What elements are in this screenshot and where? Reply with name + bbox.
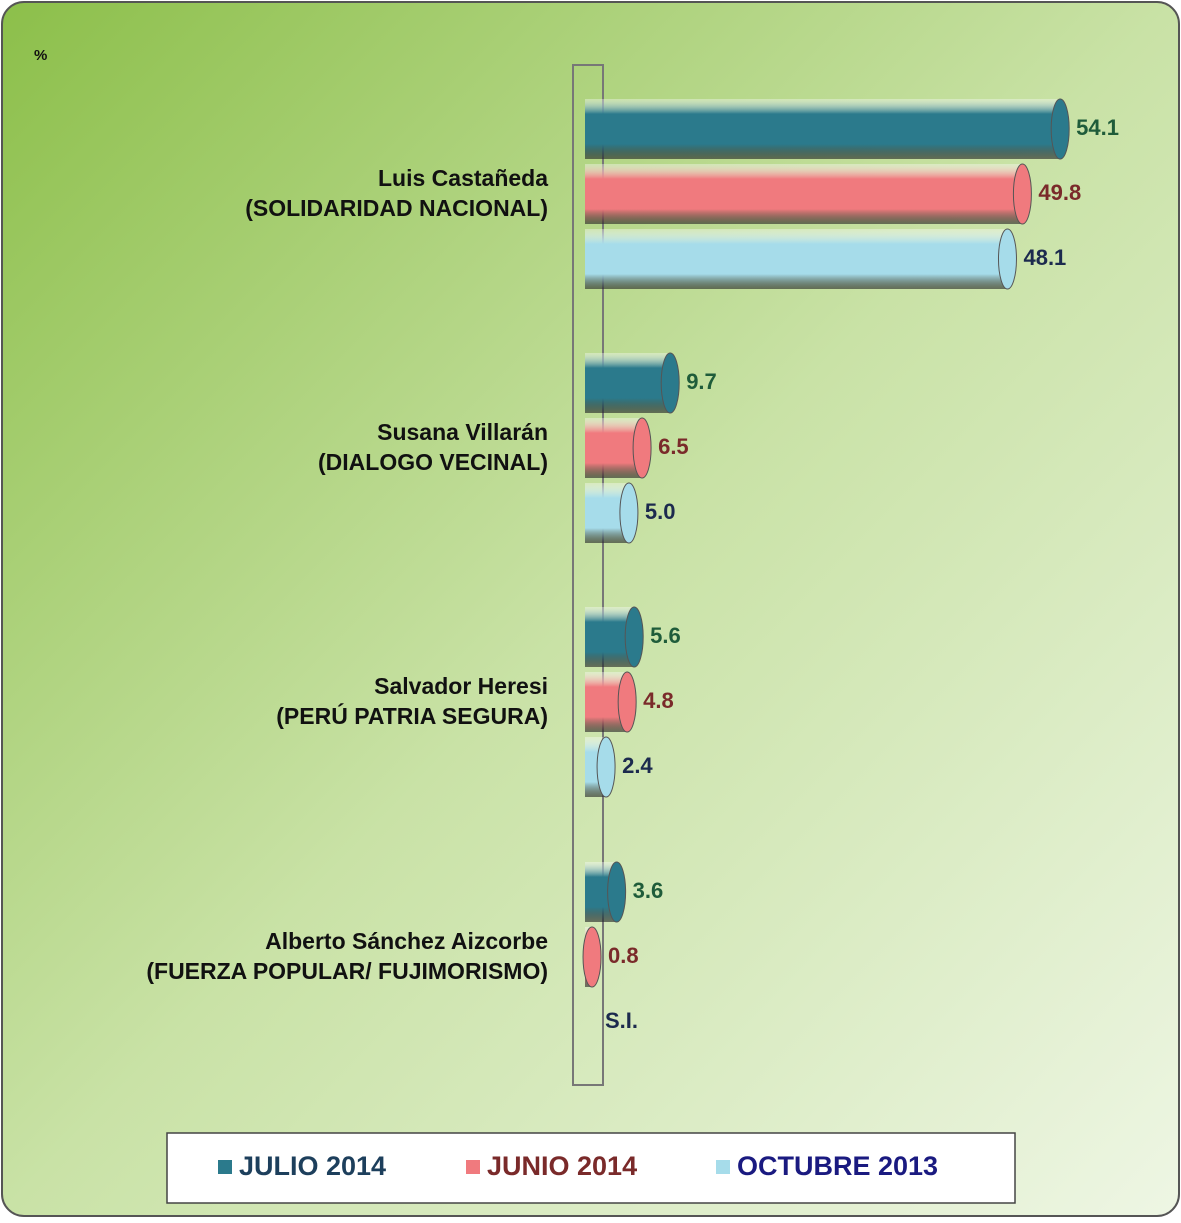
legend-box bbox=[166, 1132, 1016, 1204]
bar-cap bbox=[997, 228, 1017, 290]
category-label: Alberto Sánchez Aizcorbe bbox=[265, 928, 548, 954]
bar bbox=[585, 164, 1023, 224]
value-label: 2.4 bbox=[622, 753, 653, 778]
axis-frame bbox=[572, 64, 604, 1086]
category-label: Luis Castañeda bbox=[378, 165, 548, 191]
category-label: Salvador Heresi bbox=[374, 673, 548, 699]
category-label: (DIALOGO VECINAL) bbox=[318, 449, 548, 475]
bar-cap bbox=[582, 926, 602, 988]
value-label: 49.8 bbox=[1038, 180, 1081, 205]
legend-swatch bbox=[218, 1160, 232, 1174]
value-label: 3.6 bbox=[633, 878, 664, 903]
value-label: 9.7 bbox=[686, 369, 717, 394]
bar bbox=[585, 353, 671, 413]
category-label: (PERÚ PATRIA SEGURA) bbox=[276, 702, 548, 729]
bar bbox=[585, 99, 1061, 159]
bar-cap bbox=[619, 482, 639, 544]
bar bbox=[585, 229, 1008, 289]
category-label: (FUERZA POPULAR/ FUJIMORISMO) bbox=[146, 958, 548, 984]
value-label: 0.8 bbox=[608, 943, 639, 968]
value-label: 5.6 bbox=[650, 623, 681, 648]
bar-cap bbox=[660, 352, 680, 414]
legend-label: OCTUBRE 2013 bbox=[737, 1151, 938, 1181]
category-label: (SOLIDARIDAD NACIONAL) bbox=[245, 195, 548, 221]
bar-cap bbox=[617, 671, 637, 733]
bar-cap bbox=[624, 606, 644, 668]
category-label: Susana Villarán bbox=[377, 419, 548, 445]
bar-cap bbox=[1050, 98, 1070, 160]
bar-cap bbox=[1012, 163, 1032, 225]
bar bbox=[585, 418, 643, 478]
value-label: 6.5 bbox=[658, 434, 689, 459]
bar-cap bbox=[607, 861, 627, 923]
value-label: 48.1 bbox=[1023, 245, 1066, 270]
value-label: 5.0 bbox=[645, 499, 676, 524]
legend-swatch bbox=[716, 1160, 730, 1174]
y-axis-label: % bbox=[34, 47, 47, 64]
value-label: 54.1 bbox=[1076, 115, 1119, 140]
legend-label: JULIO 2014 bbox=[239, 1151, 386, 1181]
value-label: S.I. bbox=[605, 1008, 638, 1033]
bar-cap bbox=[632, 417, 652, 479]
bar-cap bbox=[596, 736, 616, 798]
legend-swatch bbox=[466, 1160, 480, 1174]
legend-label: JUNIO 2014 bbox=[487, 1151, 637, 1181]
value-label: 4.8 bbox=[643, 688, 674, 713]
